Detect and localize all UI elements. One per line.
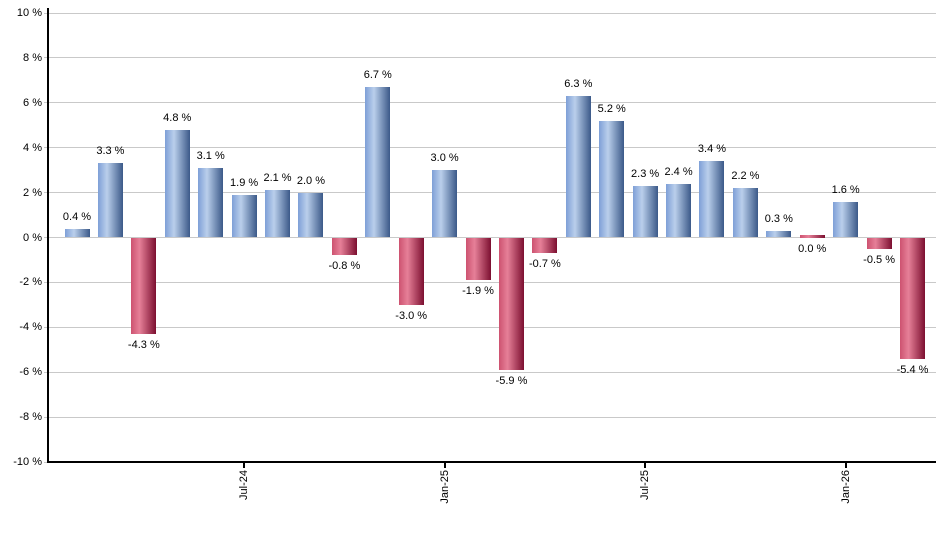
bar-Sep-25 — [699, 161, 725, 238]
x-axis-tick-label: Jul-25 — [639, 470, 652, 500]
bar-value-label: -1.9 % — [462, 285, 494, 298]
bar-value-label: 2.0 % — [296, 174, 326, 187]
x-axis-tick — [443, 463, 446, 468]
bar-Oct-25 — [732, 188, 758, 238]
bar-value-label: 2.1 % — [263, 172, 292, 185]
bar-Dec-24 — [398, 237, 424, 305]
y-axis-tick-label: -8 % — [19, 411, 42, 424]
y-axis-tick-label: 4 % — [23, 141, 42, 154]
y-axis-tick-label: -4 % — [19, 321, 42, 334]
x-axis-line — [47, 461, 936, 463]
bar-value-label: 5.2 % — [597, 102, 626, 115]
gridline — [44, 12, 936, 14]
bar-Sep-24 — [298, 192, 324, 238]
gridline — [44, 371, 936, 373]
y-axis-tick-label: -10 % — [13, 456, 42, 468]
x-axis-tick — [644, 463, 647, 468]
gridline — [44, 281, 936, 283]
bar-Jan-26 — [833, 201, 859, 238]
x-axis-tick — [844, 463, 847, 468]
bar-value-label: 0.0 % — [798, 242, 827, 255]
bar-value-label: -5.4 % — [896, 363, 929, 376]
bar-value-label: 6.7 % — [363, 69, 392, 82]
bar-value-label: -3.0 % — [395, 309, 428, 322]
bar-Feb-25 — [465, 237, 491, 281]
y-axis-tick-label: 0 % — [23, 231, 42, 244]
y-axis-line — [47, 8, 49, 462]
bar-value-label: 2.2 % — [731, 170, 760, 183]
bar-value-label: 3.1 % — [196, 149, 225, 162]
y-axis-tick-label: 10 % — [16, 7, 42, 19]
y-axis-tick-label: 6 % — [23, 96, 42, 109]
y-axis-tick-label: 2 % — [23, 186, 42, 199]
bar-value-label: 1.9 % — [230, 176, 259, 189]
gridline — [44, 416, 936, 418]
bar-Mar-25 — [498, 237, 524, 370]
gridline — [44, 147, 936, 149]
bar-Dec-25 — [799, 234, 825, 238]
bar-Feb-24 — [64, 228, 90, 238]
bar-value-label: -5.9 % — [495, 374, 528, 387]
bar-May-24 — [164, 129, 190, 238]
bar-Mar-24 — [97, 163, 123, 238]
gridline — [44, 57, 936, 59]
bar-Jul-24 — [231, 194, 257, 238]
gridline — [44, 102, 936, 104]
x-axis-tick-label: Jan-26 — [839, 470, 852, 504]
bar-Nov-24 — [365, 87, 391, 238]
bar-Jun-25 — [599, 120, 625, 238]
bar-value-label: 6.3 % — [564, 78, 593, 91]
x-axis-tick-label: Jan-25 — [438, 470, 451, 504]
bar-value-label: 2.3 % — [631, 167, 660, 180]
bar-Jan-25 — [432, 170, 458, 238]
bar-May-25 — [565, 96, 591, 238]
x-axis-tick-label: Jul-24 — [238, 470, 251, 500]
bar-value-label: 4.8 % — [163, 111, 192, 124]
bar-value-label: -0.5 % — [863, 253, 895, 266]
bar-value-label: 3.0 % — [430, 152, 459, 165]
bar-Apr-25 — [532, 237, 558, 254]
bar-Nov-25 — [766, 230, 792, 238]
bar-Apr-24 — [131, 237, 157, 335]
bar-value-label: 3.3 % — [96, 145, 125, 158]
bar-value-label: -4.3 % — [127, 339, 160, 352]
y-axis-tick-label: 8 % — [23, 51, 42, 64]
bar-Aug-24 — [265, 190, 291, 238]
bar-value-label: 0.4 % — [62, 210, 92, 223]
x-axis-tick — [243, 463, 246, 468]
bar-Mar-26 — [900, 237, 925, 359]
y-axis-tick-label: -6 % — [19, 366, 42, 379]
y-axis-tick-label: -2 % — [19, 276, 42, 289]
bar-value-label: 1.6 % — [831, 183, 860, 196]
bar-value-label: -0.8 % — [328, 260, 361, 273]
bar-value-label: -0.7 % — [528, 258, 561, 271]
bar-Aug-25 — [666, 183, 692, 238]
bar-value-label: 2.4 % — [664, 165, 693, 178]
bar-Oct-24 — [331, 237, 357, 256]
bar-Jun-24 — [198, 167, 224, 238]
bar-Jul-25 — [632, 185, 658, 238]
gridline — [44, 192, 936, 194]
bar-Feb-26 — [866, 237, 892, 249]
bar-value-label: 3.4 % — [697, 143, 727, 156]
bar-value-label: 0.3 % — [764, 212, 793, 225]
gridline — [44, 326, 936, 328]
